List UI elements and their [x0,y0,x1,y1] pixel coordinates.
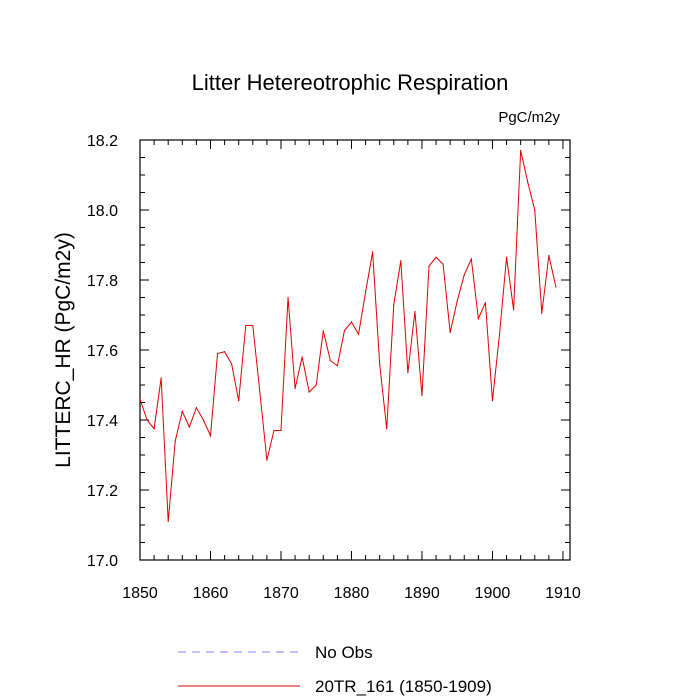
chart-title: Litter Hetereotrophic Respiration [192,70,509,95]
data-point [308,391,310,393]
y-tick-label: 18.2 [87,133,118,150]
data-point [336,365,338,367]
plot-frame [139,139,571,561]
y-axis-label: LITTERC_HR (PgC/m2y) [52,232,75,468]
y-tick-label: 17.2 [87,483,118,500]
y-tick-label: 18.0 [87,203,118,220]
data-point [174,440,176,442]
data-point [393,303,395,306]
data-point [181,410,183,412]
units-label: PgC/m2y [498,109,560,126]
data-point [364,291,367,293]
data-point [209,435,212,437]
data-point [541,312,543,314]
series-line-1 [139,150,557,522]
data-point [456,300,458,302]
data-point [294,387,296,390]
x-tick-label: 1880 [334,585,370,602]
y-tick-label: 17.8 [87,273,118,290]
data-point [252,324,254,327]
series-lines [139,149,557,523]
legend-label-0: No Obs [315,643,373,662]
axis-ticks [139,139,570,561]
data-point [484,302,487,304]
data-point [513,309,515,311]
data-point [555,286,557,288]
data-point [357,333,360,335]
data-point [435,256,437,258]
data-point [322,330,324,332]
data-point [266,459,268,461]
x-tick-label: 1910 [545,585,581,602]
y-tick-label: 17.6 [87,343,118,360]
data-point [463,274,465,276]
x-tick-label: 1890 [404,585,440,602]
data-point [146,419,148,421]
data-point [273,429,275,432]
data-point [428,265,430,267]
data-point [238,400,240,402]
data-point [505,256,508,258]
data-point [470,258,472,260]
data-point [534,209,536,211]
data-point [343,330,346,332]
data-point [329,359,331,362]
y-tick-label: 17.4 [87,413,118,430]
legend-label-1: 20TR_161 (1850-1909) [315,677,492,696]
data-point [245,324,247,327]
x-tick-label: 1850 [122,585,158,602]
data-point [167,520,169,523]
data-point [315,384,317,386]
data-point [498,333,501,335]
data-point [202,419,205,421]
data-point [301,356,303,358]
data-point [259,391,261,393]
data-point [160,377,162,379]
x-tick-label: 1860 [193,585,229,602]
data-point [216,352,219,355]
data-point [195,407,197,409]
y-tick-label: 17.0 [87,553,118,570]
data-point [379,363,381,365]
data-point [491,400,494,402]
data-point [350,321,353,323]
data-point [520,149,522,152]
data-point [548,254,550,257]
data-point [188,426,190,428]
data-point [386,428,388,430]
data-point [527,181,529,183]
data-point [153,428,155,430]
data-point [421,394,423,397]
data-point [407,372,409,374]
data-point [223,351,226,353]
data-point [442,263,444,265]
data-point [280,429,282,432]
x-tick-label: 1900 [475,585,511,602]
data-point [449,331,451,334]
data-point [139,398,141,400]
axis-tick-labels: 1850 1860 1870 1880 1890 1900 1910 17.0 17.2 17.4… [87,133,581,602]
data-point [477,317,479,320]
data-point [372,251,374,253]
plot-area: 1850 1860 1870 1880 1890 1900 1910 17.0 17.2 17.4… [87,133,581,602]
x-tick-label: 1870 [263,585,299,602]
legend: No Obs 20TR_161 (1850-1909) [178,643,492,696]
data-point [400,260,402,262]
data-point [231,363,233,365]
data-point [287,296,289,299]
data-point [414,310,416,313]
